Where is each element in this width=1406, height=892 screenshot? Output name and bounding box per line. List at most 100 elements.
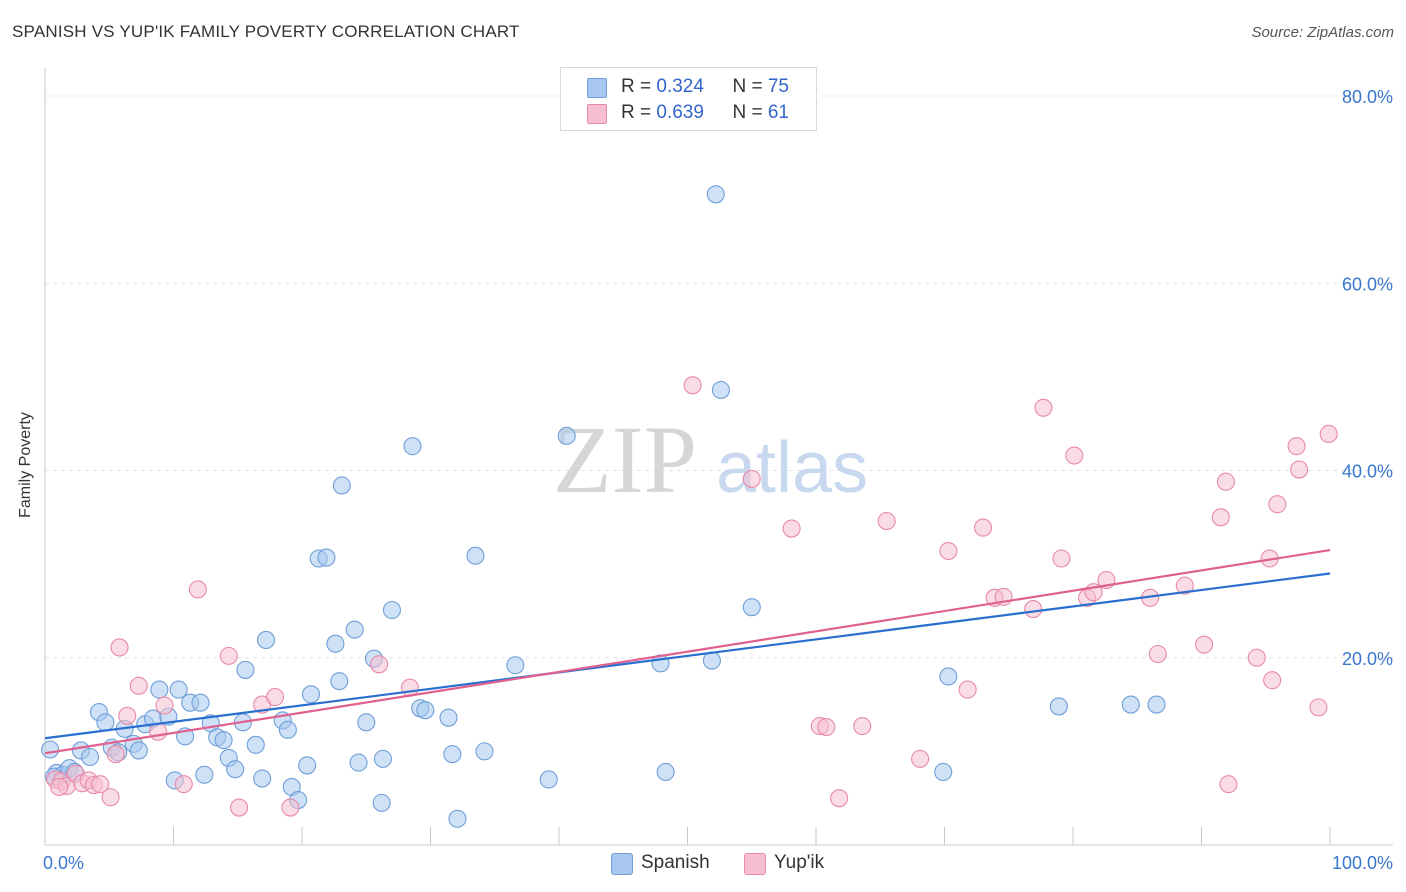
- spanish-point: [539, 770, 558, 789]
- spanish-point: [317, 548, 336, 567]
- yupik-legend-swatch: [744, 853, 766, 875]
- legend-label-spanish: Spanish: [641, 852, 710, 873]
- legend-label-yupik: Yup'ik: [774, 852, 825, 873]
- spanish-point: [475, 742, 494, 761]
- yupik-point: [1219, 775, 1238, 794]
- source-label: Source: ZipAtlas.com: [1251, 24, 1394, 41]
- yupik-point: [1195, 635, 1214, 654]
- yupik-point: [939, 541, 958, 561]
- spanish-point: [403, 437, 422, 456]
- spanish-point: [372, 793, 391, 812]
- spanish-points: [41, 185, 1166, 828]
- yupik-point: [1065, 446, 1084, 465]
- yupik-point: [742, 469, 761, 488]
- spanish-point: [706, 185, 725, 204]
- yupik-point: [973, 518, 993, 537]
- stats-text-yupik: R = 0.639 N = 61: [621, 102, 789, 124]
- yupik-point: [1148, 644, 1167, 664]
- yupik-points: [46, 376, 1338, 817]
- stats-text-spanish: R = 0.324 N = 75: [621, 76, 789, 98]
- yupik-point: [1319, 424, 1338, 444]
- spanish-point: [357, 713, 376, 732]
- yupik-point: [853, 717, 872, 736]
- spanish-point: [236, 660, 255, 679]
- yupik-point: [817, 717, 836, 737]
- spanish-point: [214, 731, 233, 750]
- spanish-point: [742, 598, 761, 617]
- spanish-legend-swatch: [611, 853, 633, 875]
- n-label: N =: [732, 76, 768, 97]
- axes: [44, 68, 1393, 846]
- spanish-point: [557, 426, 576, 445]
- yupik-point: [830, 789, 849, 808]
- spanish-point: [1049, 697, 1068, 716]
- spanish-point: [326, 634, 345, 653]
- r-label: R =: [621, 76, 657, 97]
- spanish-point: [301, 685, 321, 704]
- y-axis-label: Family Poverty: [17, 412, 34, 518]
- spanish-point: [448, 809, 467, 828]
- trend-line-yupik: [44, 548, 1331, 755]
- y-tick-label: 80.0%: [1342, 87, 1393, 107]
- yupik-point: [219, 646, 238, 665]
- yupik-point: [1290, 460, 1309, 479]
- spanish-point: [298, 756, 317, 775]
- spanish-point: [226, 760, 245, 779]
- r-value: 0.639: [656, 102, 704, 123]
- y-tick-label: 20.0%: [1342, 649, 1393, 669]
- yupik-point: [877, 512, 896, 531]
- watermark-atlas: atlas: [716, 428, 868, 508]
- spanish-point: [466, 546, 485, 565]
- spanish-point: [191, 693, 210, 712]
- spanish-point: [96, 713, 115, 732]
- spanish-point: [256, 630, 276, 650]
- yupik-point: [129, 676, 148, 695]
- spanish-point: [416, 701, 435, 720]
- spanish-point: [169, 680, 188, 699]
- stats-legend: R = 0.324 N = 75 R = 0.639 N = 61: [560, 67, 817, 131]
- yupik-point: [1024, 600, 1043, 619]
- spanish-point: [443, 745, 462, 764]
- spanish-point: [939, 667, 958, 686]
- r-label: R =: [621, 102, 657, 123]
- yupik-point: [50, 777, 69, 797]
- spanish-swatch: [587, 78, 607, 98]
- yupik-point: [174, 775, 193, 794]
- spanish-point: [711, 380, 730, 400]
- y-axis-label-wrap: Family Poverty: [6, 412, 46, 518]
- n-label: N =: [732, 102, 768, 123]
- spanish-point: [80, 747, 100, 767]
- yupik-point: [1216, 472, 1235, 491]
- x-tick-label: 0.0%: [43, 853, 84, 873]
- yupik-point: [91, 775, 110, 794]
- yupik-point: [110, 638, 129, 657]
- yupik-point: [958, 680, 977, 699]
- spanish-point: [382, 600, 402, 620]
- n-value: 75: [767, 76, 789, 97]
- r-value: 0.324: [656, 76, 704, 97]
- watermark: ZIP atlas: [553, 406, 868, 513]
- spanish-point: [934, 762, 953, 782]
- spanish-point: [278, 720, 297, 739]
- x-tick-label: 100.0%: [1332, 853, 1393, 873]
- spanish-point: [253, 769, 272, 788]
- yupik-point: [281, 798, 300, 817]
- chart-title: SPANISH VS YUP'IK FAMILY POVERTY CORRELA…: [12, 22, 520, 41]
- yupik-point: [1268, 495, 1287, 514]
- yupik-point: [1263, 671, 1282, 690]
- yupik-point: [149, 722, 168, 741]
- yupik-point: [1287, 437, 1306, 456]
- yupik-point: [188, 580, 207, 599]
- yupik-point: [370, 655, 389, 674]
- yupik-point: [1247, 648, 1266, 667]
- yupik-point: [1034, 398, 1053, 417]
- spanish-point: [1121, 695, 1140, 714]
- spanish-point: [373, 749, 393, 768]
- spanish-point: [345, 620, 364, 639]
- spanish-point: [1147, 695, 1166, 714]
- yupik-point: [265, 688, 285, 707]
- spanish-point: [332, 476, 351, 495]
- spanish-point: [439, 708, 458, 727]
- y-tick-label: 60.0%: [1342, 274, 1393, 294]
